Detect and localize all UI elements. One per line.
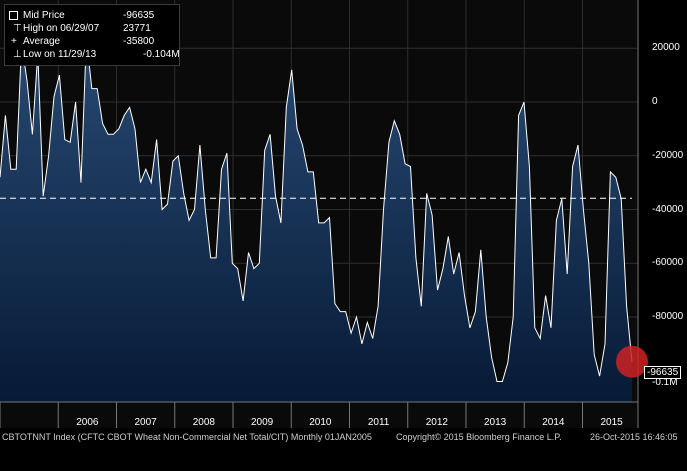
legend-box: Mid Price -96635 ⊤ High on 06/29/07 2377… <box>4 4 180 66</box>
x-tick-label: 2007 <box>134 417 157 428</box>
y-tick-label: -40000 <box>652 203 684 215</box>
x-tick-label: 2006 <box>76 417 99 428</box>
legend-label: Average <box>23 36 61 47</box>
legend-label: Mid Price <box>23 10 65 21</box>
plus-icon: + <box>11 36 17 47</box>
footer-timestamp: 26-Oct-2015 16:46:05 <box>590 432 678 442</box>
y-tick-label: 0 <box>652 96 658 107</box>
tick-icon: ⊥ <box>13 49 22 60</box>
y-tick-label: 20000 <box>652 42 680 54</box>
legend-label: High on 06/29/07 <box>23 23 100 34</box>
last-value-marker <box>616 345 648 378</box>
x-tick-label: 2009 <box>250 417 274 428</box>
legend-value: -96635 <box>123 10 155 21</box>
x-tick-label: 2011 <box>367 417 390 428</box>
x-tick-label: 2010 <box>309 417 332 428</box>
last-value-label: -96635 <box>644 366 682 379</box>
min-axis-label: -0.1M <box>652 377 678 388</box>
y-tick-label: -60000 <box>652 257 684 269</box>
x-tick-label: 2015 <box>600 417 623 428</box>
footer-ticker: CBTOTNNT Index (CFTC CBOT Wheat Non-Comm… <box>2 432 372 442</box>
y-tick-label: -80000 <box>652 311 684 322</box>
x-tick-label: 2012 <box>425 417 448 428</box>
footer-bar <box>0 428 687 471</box>
tick-icon: ⊤ <box>13 23 22 34</box>
x-tick-label: 2008 <box>192 417 215 428</box>
plot-area <box>0 0 648 428</box>
legend-value: -35800 <box>123 36 155 47</box>
legend-value: -0.104M <box>143 49 180 60</box>
footer-copyright: Copyright© 2015 Bloomberg Finance L.P. <box>396 432 562 442</box>
series-area <box>0 38 632 402</box>
legend-value: 23771 <box>123 23 151 34</box>
y-tick-label: -20000 <box>652 149 684 161</box>
x-tick-label: 2013 <box>483 417 507 428</box>
x-axis-separators <box>0 402 583 428</box>
box-icon <box>9 11 18 20</box>
series-line <box>0 38 633 382</box>
legend-label: Low on 11/29/13 <box>23 49 97 60</box>
x-tick-label: 2014 <box>542 417 565 428</box>
